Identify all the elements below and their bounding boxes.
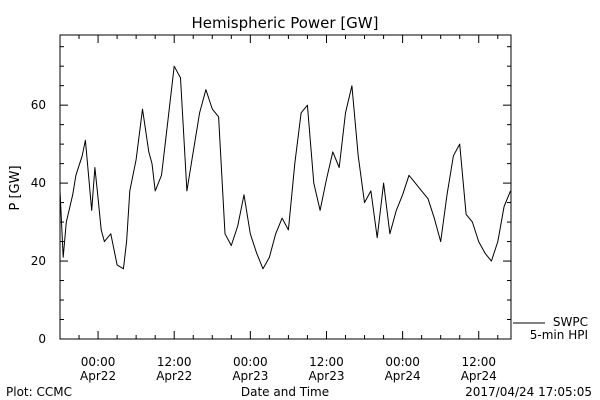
x-tick-label-date: Apr22 [156,369,192,383]
x-tick-label-time: 12:00 [461,355,496,369]
x-tick-label-date: Apr24 [385,369,421,383]
x-tick-label-time: 12:00 [157,355,192,369]
x-axis-label: Date and Time [241,385,329,399]
x-tick-label-time: 00:00 [233,355,268,369]
x-tick-label-time: 12:00 [309,355,344,369]
legend-label-line2: 5-min HPI [530,328,588,342]
x-tick-label-date: Apr24 [461,369,497,383]
y-axis: 0 20 40 60 [31,46,511,346]
series-line-swpc-5-min-hpi [59,65,511,270]
y-tick-label: 0 [38,332,46,346]
y-axis-label: P [GW] [8,165,23,210]
legend-label-line1: SWPC [553,315,588,329]
y-tick-label: 20 [31,254,46,268]
x-tick-label-time: 00:00 [385,355,420,369]
x-axis: 00:00Apr2212:00Apr2200:00Apr2312:00Apr23… [59,35,499,383]
y-tick-label: 60 [31,98,46,112]
y-tick-label: 40 [31,176,46,190]
x-tick-label-date: Apr22 [80,369,116,383]
x-tick-label-time: 00:00 [81,355,116,369]
plot-timestamp: 2017/04/24 17:05:05 [465,385,592,399]
plot-credit: Plot: CCMC [6,385,72,399]
plot-frame [59,34,512,340]
x-tick-label-date: Apr23 [232,369,268,383]
x-tick-label-date: Apr23 [308,369,344,383]
chart-title: Hemispheric Power [GW] [192,14,379,32]
